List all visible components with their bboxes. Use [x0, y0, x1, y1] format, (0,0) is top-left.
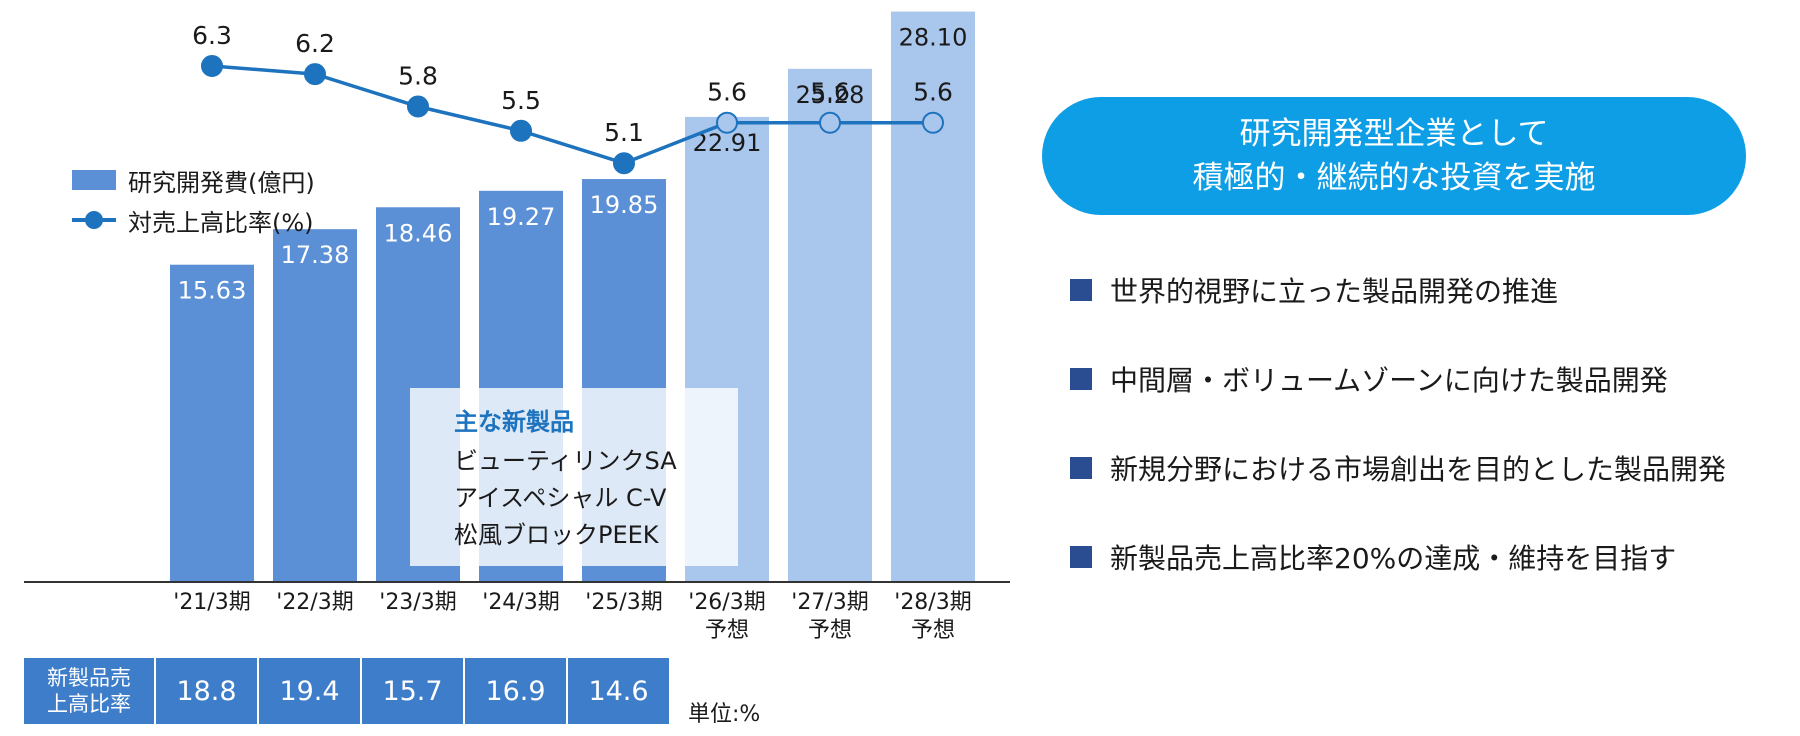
bullet-item: 世界的視野に立った製品開発の推進 [1070, 270, 1726, 310]
legend-item-bar: 研究開発費(億円) [72, 160, 315, 200]
ratio-point [922, 111, 944, 134]
unit-note: 単位:% [688, 702, 761, 727]
bullet-square-icon [1070, 457, 1092, 479]
legend-bar-swatch [72, 170, 116, 190]
bar-value-label: 15.63 [178, 277, 247, 305]
product-item: アイスペシャル C-V [454, 484, 667, 512]
legend-line-label: 対売上高比率(%) [128, 208, 314, 237]
x-tick-label: '27/3期 予想 [791, 590, 869, 643]
headline-pill: 研究開発型企業として 積極的・継続的な投資を実施 [1042, 97, 1746, 215]
bar-value-label: 19.27 [487, 203, 556, 231]
ratio-value-label: 5.8 [398, 62, 438, 91]
headline-line-1: 研究開発型企業として [1239, 116, 1549, 152]
bullet-text: 新規分野における市場創出を目的とした製品開発 [1110, 453, 1727, 486]
bullet-text: 世界的視野に立った製品開発の推進 [1110, 275, 1559, 308]
legend-bar-label: 研究開発費(億円) [128, 168, 315, 197]
bullet-square-icon [1070, 546, 1092, 568]
x-tick-label: '26/3期 予想 [688, 590, 766, 643]
ratio-value-label: 6.2 [295, 29, 335, 58]
ratio-value-label: 6.3 [192, 21, 232, 50]
headline-line-2: 積極的・継続的な投資を実施 [1192, 160, 1596, 196]
x-tick-label: '25/3期 [585, 590, 663, 615]
ratio-value-label: 5.5 [501, 86, 541, 115]
ratio-point [716, 111, 738, 134]
bar-value-label: 19.85 [590, 191, 659, 219]
rate-table-header: 新製品売 上高比率 [24, 658, 154, 724]
ratio-value-label: 5.6 [913, 78, 953, 107]
bullet-text: 中間層・ボリュームゾーンに向けた製品開発 [1110, 364, 1668, 397]
ratio-point [201, 55, 223, 77]
bullet-square-icon [1070, 368, 1092, 390]
bullet-text: 新製品売上高比率20%の達成・維持を目指す [1110, 542, 1677, 575]
legend-line-swatch [72, 210, 116, 230]
x-tick-label: '22/3期 [276, 590, 354, 615]
rate-table-cell: 16.9 [465, 658, 566, 724]
bar [788, 68, 872, 583]
bar-value-label: 25.28 [796, 81, 865, 109]
ratio-value-label: 5.1 [604, 118, 644, 147]
rate-table-cell: 15.7 [362, 658, 463, 724]
x-tick-label: '23/3期 [379, 590, 457, 615]
new-product-rate-table: 新製品売 上高比率 18.8 19.4 15.7 16.9 14.6 [24, 658, 671, 724]
ratio-line [211, 64, 933, 166]
ratio-point [304, 63, 326, 86]
bullet-list: 世界的視野に立った製品開発の推進 中間層・ボリュームゾーンに向けた製品開発 新規… [1070, 270, 1726, 626]
bullet-item: 新製品売上高比率20%の達成・維持を目指す [1070, 537, 1726, 577]
legend-item-line: 対売上高比率(%) [72, 200, 315, 240]
x-tick-label: '28/3期 予想 [894, 590, 972, 643]
bullet-item: 新規分野における市場創出を目的とした製品開発 [1070, 448, 1726, 488]
rate-table-cell: 18.8 [156, 658, 257, 724]
ratio-value-label: 5.6 [707, 78, 747, 107]
product-item: 松風ブロックPEEK [454, 521, 659, 549]
bullet-item: 中間層・ボリュームゾーンに向けた製品開発 [1070, 359, 1726, 399]
chart-legend: 研究開発費(億円) 対売上高比率(%) [72, 160, 315, 240]
x-tick-label: '21/3期 [173, 590, 251, 615]
bullet-square-icon [1070, 279, 1092, 301]
bar-value-label: 18.46 [384, 219, 453, 247]
rate-table-cell: 14.6 [568, 658, 669, 724]
product-item: ビューティリンクSA [454, 447, 677, 475]
products-title: 主な新製品 [454, 408, 574, 436]
ratio-value-label: 5.6 [810, 78, 850, 107]
ratio-point [613, 152, 635, 175]
ratio-point [819, 111, 841, 134]
bar [170, 264, 254, 582]
bar-value-label: 17.38 [281, 241, 350, 269]
rate-table-cell: 19.4 [259, 658, 360, 724]
ratio-point [510, 119, 532, 142]
bar [891, 11, 975, 582]
bar [273, 229, 357, 582]
new-products-box: 主な新製品 ビューティリンクSA アイスペシャル C-V 松風ブロックPEEK [410, 388, 738, 566]
bar-value-label: 28.10 [899, 24, 968, 52]
x-tick-label: '24/3期 [482, 590, 560, 615]
ratio-point [407, 95, 429, 118]
